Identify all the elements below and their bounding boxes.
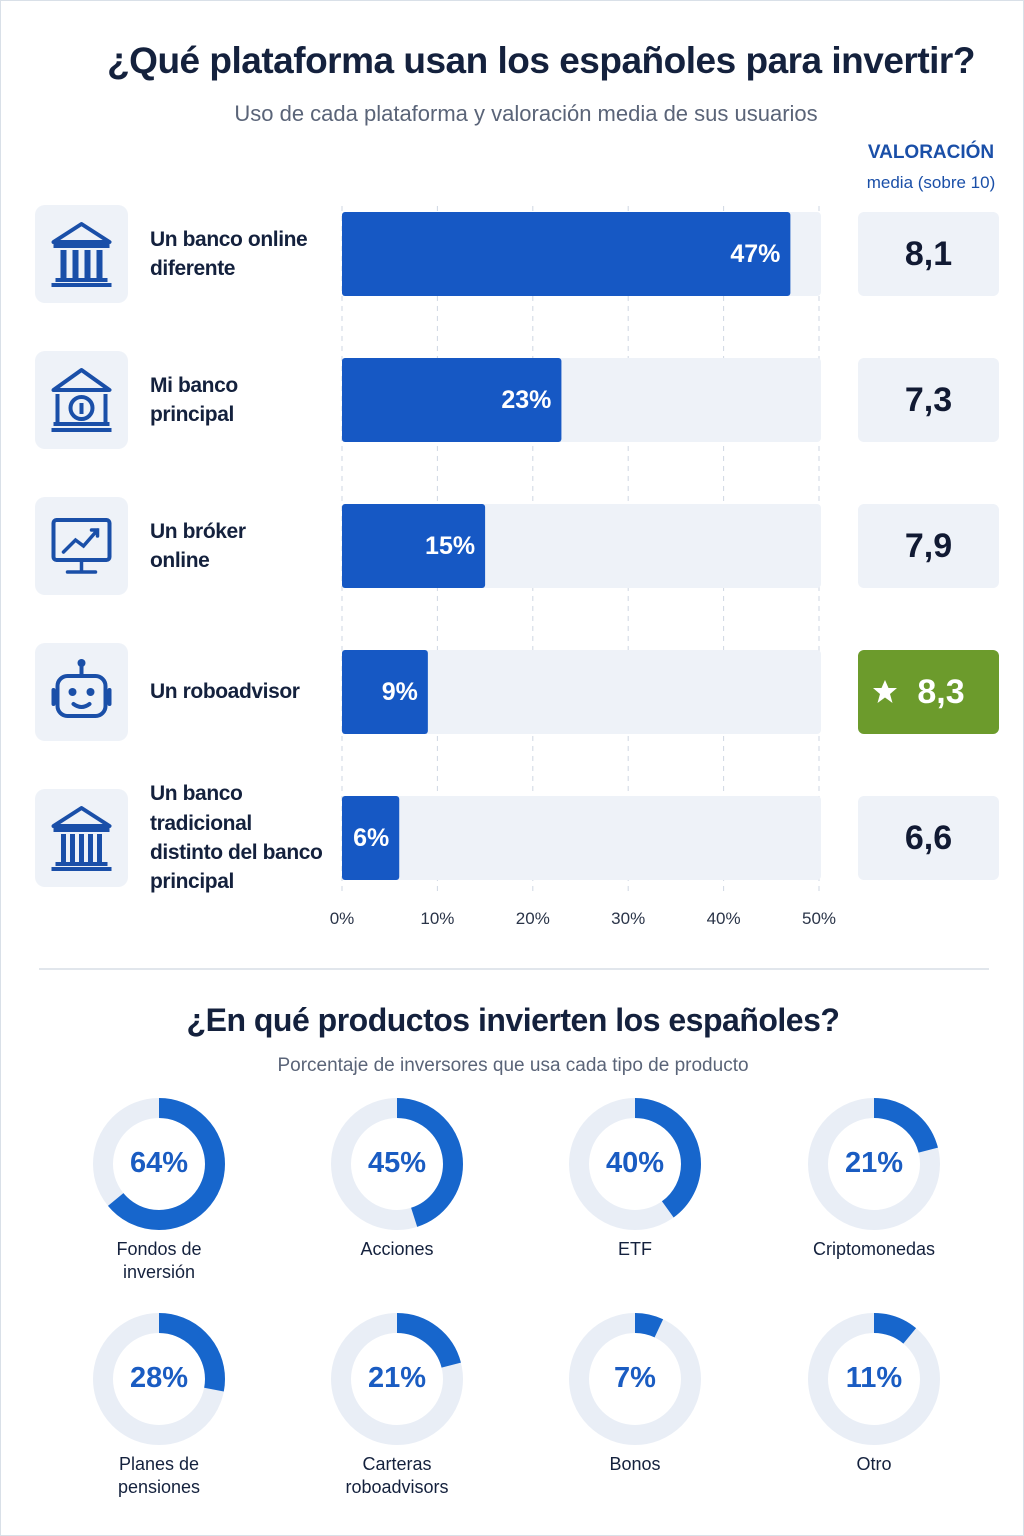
bar bbox=[342, 650, 428, 734]
category-label: Un banco online diferente bbox=[150, 227, 308, 280]
icon-shape bbox=[51, 664, 112, 709]
x-tick-label: 40% bbox=[706, 908, 741, 928]
donut-arc bbox=[808, 1313, 940, 1445]
category-label: Un banco tradicional distinto del banco … bbox=[150, 782, 323, 894]
chart-title: ¿Qué plataforma usan los españoles para … bbox=[107, 39, 975, 81]
donut-category-label: Acciones bbox=[360, 1239, 434, 1259]
icon-shape bbox=[97, 834, 102, 862]
x-tick-label: 30% bbox=[611, 908, 646, 928]
ratings-title: VALORACIÓN bbox=[867, 141, 995, 163]
icon-shape bbox=[68, 688, 77, 696]
rating-label: 7,3 bbox=[904, 380, 953, 419]
rating-box bbox=[858, 504, 999, 588]
icon-shape bbox=[51, 368, 112, 432]
icon-shape bbox=[72, 250, 79, 278]
donut-value-label: 28% bbox=[129, 1362, 189, 1395]
icon-box bbox=[35, 205, 128, 303]
chart-subtitle: Uso de cada plataforma y valoración medi… bbox=[234, 100, 818, 126]
donut-category-label: Bonos bbox=[609, 1454, 661, 1474]
rating-box bbox=[858, 796, 999, 880]
rating-box bbox=[858, 358, 999, 442]
icon-shape bbox=[51, 806, 112, 871]
donut-value-label: 45% bbox=[367, 1147, 427, 1180]
rating-box bbox=[858, 650, 999, 734]
donut-value-label: 64% bbox=[129, 1147, 189, 1180]
x-tick-label: 10% bbox=[420, 908, 455, 928]
icon-shape bbox=[79, 834, 84, 862]
donut-arc bbox=[569, 1098, 701, 1230]
donut-arc bbox=[93, 1098, 225, 1230]
donut-category-label: Otro bbox=[856, 1454, 892, 1474]
donut-value-label: 7% bbox=[614, 1362, 656, 1395]
donut-category-label: ETF bbox=[618, 1239, 652, 1259]
donut-arc bbox=[331, 1313, 463, 1445]
category-label: Un bróker online bbox=[150, 519, 246, 572]
star-icon bbox=[873, 680, 897, 703]
bar bbox=[342, 796, 400, 880]
donut-category-label: Carteras roboadvisors bbox=[345, 1454, 449, 1498]
bar bbox=[342, 358, 562, 442]
donut-category-label: Criptomonedas bbox=[812, 1239, 936, 1259]
icon-shape bbox=[61, 834, 66, 862]
icon-shape bbox=[70, 834, 75, 862]
category-label: Un roboadvisor bbox=[150, 680, 300, 704]
bar bbox=[342, 212, 791, 296]
icon-box bbox=[35, 351, 128, 449]
icon-shape bbox=[51, 222, 112, 287]
rating-label: 8,3 bbox=[917, 672, 965, 711]
x-tick-label: 50% bbox=[801, 908, 837, 928]
bar-track bbox=[342, 796, 821, 880]
ratings-subtitle: media (sobre 10) bbox=[866, 172, 996, 192]
icon bbox=[51, 659, 112, 718]
icon bbox=[51, 806, 112, 871]
icon-shape bbox=[96, 250, 103, 278]
bar-value-label: 15% bbox=[425, 531, 476, 560]
bar bbox=[342, 504, 486, 588]
icon-shape bbox=[84, 250, 91, 278]
chart-title: ¿En qué productos invierten los españole… bbox=[186, 1002, 840, 1039]
icon-shape bbox=[77, 659, 86, 667]
donut-arc bbox=[331, 1098, 463, 1230]
donut-arc bbox=[808, 1098, 940, 1230]
donut-value-label: 11% bbox=[845, 1362, 903, 1395]
bar-value-label: 9% bbox=[381, 677, 418, 706]
donut-value-label: 21% bbox=[367, 1362, 427, 1395]
icon bbox=[51, 222, 112, 287]
donut-arc bbox=[569, 1313, 701, 1445]
category-label: Mi banco principal bbox=[150, 373, 238, 426]
icon-shape bbox=[61, 528, 100, 574]
bar-value-label: 6% bbox=[353, 823, 390, 852]
rating-label: 8,1 bbox=[904, 234, 953, 273]
rating-label: 7,9 bbox=[904, 526, 953, 565]
donut-category-label: Fondos de inversión bbox=[116, 1239, 202, 1283]
donut-arc bbox=[93, 1313, 225, 1445]
donut-value-label: 40% bbox=[605, 1147, 665, 1180]
donut-category-label: Planes de pensiones bbox=[117, 1454, 201, 1498]
bar-value-label: 23% bbox=[501, 385, 552, 414]
icon-shape bbox=[60, 250, 67, 278]
icon-shape bbox=[88, 834, 93, 862]
x-tick-label: 20% bbox=[515, 908, 550, 928]
rating-label: 6,6 bbox=[904, 818, 953, 857]
icon-shape bbox=[68, 395, 95, 421]
bar-value-label: 47% bbox=[730, 239, 781, 268]
icon bbox=[51, 518, 112, 574]
icon-shape bbox=[86, 688, 95, 696]
x-tick-label: 0% bbox=[329, 908, 355, 928]
rating-box bbox=[858, 212, 999, 296]
donut-value-label: 21% bbox=[844, 1147, 904, 1180]
chart-subtitle: Porcentaje de inversores que usa cada ti… bbox=[277, 1054, 749, 1076]
icon bbox=[51, 368, 112, 432]
icon-box bbox=[35, 643, 128, 741]
bar-track bbox=[342, 650, 821, 734]
